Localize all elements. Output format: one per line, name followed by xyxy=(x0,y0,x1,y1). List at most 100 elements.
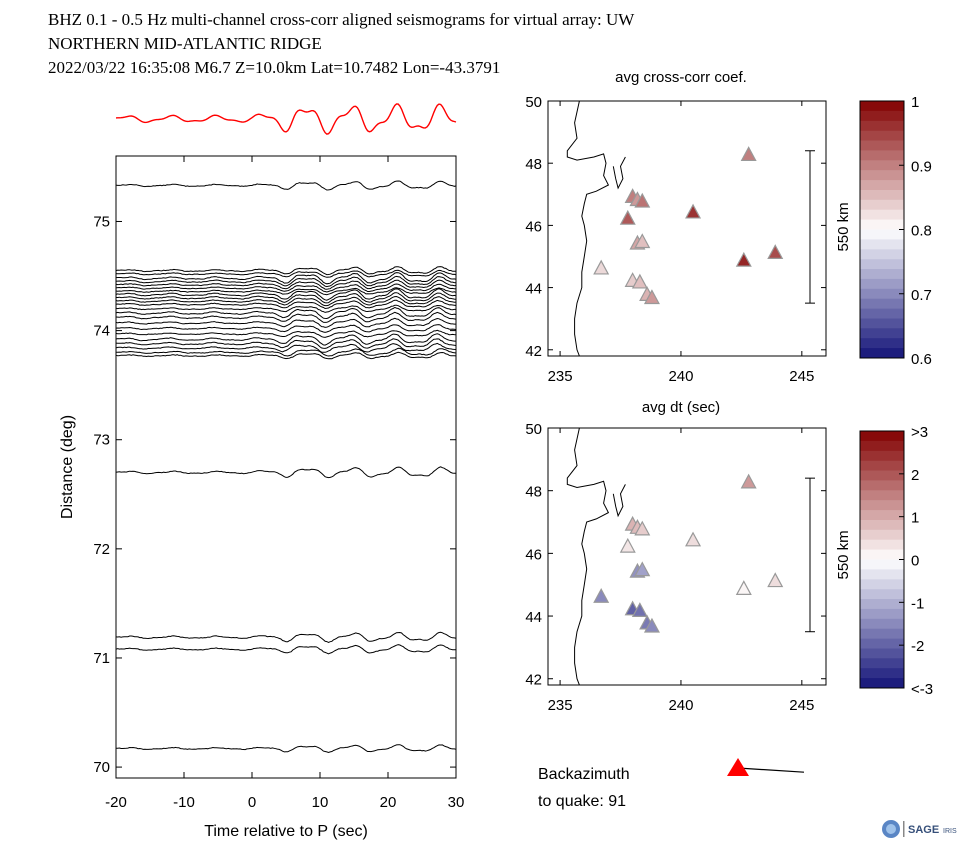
station-triangle xyxy=(634,561,651,577)
map-x-tick-label: 235 xyxy=(548,368,573,385)
colorbar-segment xyxy=(860,190,904,201)
scale-label: 550 km xyxy=(835,530,852,579)
puget-sound-outline xyxy=(612,484,626,518)
y-tick-label: 74 xyxy=(93,323,110,340)
seismogram-trace xyxy=(115,333,456,346)
colorbar-segment xyxy=(860,648,904,659)
colorbar-segment xyxy=(860,229,904,240)
map-y-tick-label: 46 xyxy=(525,218,542,235)
colorbar-segment xyxy=(860,490,904,501)
map-frame xyxy=(547,427,827,686)
station-triangle xyxy=(634,520,651,536)
station-triangle xyxy=(631,602,648,617)
colorbar-segment xyxy=(860,510,904,521)
stacked-trace xyxy=(115,103,457,135)
logo-text-small: IRIS xyxy=(943,828,957,835)
seismogram-trace xyxy=(116,292,457,304)
map-title: avg cross-corr coef. xyxy=(615,69,747,86)
colorbar-segment xyxy=(860,589,904,600)
y-axis-label: Distance (deg) xyxy=(59,415,76,519)
station-triangle xyxy=(767,244,784,259)
logo-text: SAGE xyxy=(908,824,939,836)
colorbar-segment xyxy=(860,150,904,161)
seismogram-trace xyxy=(115,644,456,655)
colorbar-segment xyxy=(860,628,904,640)
map-y-tick-label: 42 xyxy=(525,672,542,689)
x-tick-label: 20 xyxy=(380,794,397,811)
header-line-3: 2022/03/22 16:35:08 M6.7 Z=10.0km Lat=10… xyxy=(48,58,501,77)
coastline xyxy=(566,427,610,686)
seismogram-trace xyxy=(115,306,457,320)
seismogram-trace xyxy=(115,288,457,301)
colorbar-segment xyxy=(860,259,904,270)
colorbar-tick-label: 1 xyxy=(911,94,919,111)
colorbar-tick-label: 0.8 xyxy=(911,223,932,240)
y-tick-label: 70 xyxy=(93,759,110,776)
colorbar-segment xyxy=(860,480,904,491)
colorbar-segment xyxy=(860,249,904,260)
map-y-tick-label: 42 xyxy=(525,343,542,360)
colorbar-segment xyxy=(860,608,904,620)
seismogram-trace xyxy=(115,287,457,296)
colorbar-tick-label: 1 xyxy=(911,510,919,527)
colorbar-tick-label: 0 xyxy=(911,553,919,570)
colorbar-segment xyxy=(860,599,904,610)
colorbar-segment xyxy=(860,579,904,590)
colorbar-segment xyxy=(860,180,904,191)
colorbar-segment xyxy=(860,450,904,462)
seismogram-trace xyxy=(115,342,457,353)
colorbar-segment xyxy=(860,160,904,171)
coastline xyxy=(566,100,610,357)
sage-iris-logo: SAGE IRIS xyxy=(881,817,961,841)
station-triangle xyxy=(593,259,610,275)
colorbar-segment xyxy=(860,569,904,580)
colorbar-segment xyxy=(860,348,904,359)
map-frame xyxy=(547,100,827,357)
y-tick-label: 73 xyxy=(93,432,110,449)
colorbar-tick-label: 2 xyxy=(911,467,919,484)
x-tick-label: -10 xyxy=(173,794,195,811)
colorbar-segment xyxy=(860,199,904,211)
map-x-tick-label: 245 xyxy=(789,697,814,714)
colorbar-segment xyxy=(860,520,904,531)
colorbar-segment xyxy=(860,278,904,290)
header-line-1: BHZ 0.1 - 0.5 Hz multi-channel cross-cor… xyxy=(48,10,635,29)
x-axis-label: Time relative to P (sec) xyxy=(204,823,368,840)
map-y-tick-label: 48 xyxy=(525,484,542,501)
seismogram-trace xyxy=(115,275,457,288)
station-triangle xyxy=(740,473,757,489)
colorbar-segment xyxy=(860,140,904,151)
colorbar-tick-label: 0.9 xyxy=(911,158,932,175)
station-triangle xyxy=(740,146,757,162)
colorbar-tick-label: 0.7 xyxy=(911,287,932,304)
seismogram-trace xyxy=(115,347,457,357)
seismogram-trace xyxy=(115,272,457,285)
backazimuth-direction-line xyxy=(737,767,805,773)
x-tick-label: 10 xyxy=(312,794,329,811)
header-line-2: NORTHERN MID-ATLANTIC RIDGE xyxy=(48,34,322,53)
station-triangle xyxy=(593,587,610,603)
x-tick-label: 0 xyxy=(248,794,256,811)
colorbar-segment xyxy=(860,269,904,280)
backazimuth-value: to quake: 91 xyxy=(538,793,626,810)
seismogram-trace xyxy=(115,279,457,290)
map-y-tick-label: 50 xyxy=(525,94,542,111)
colorbar-segment xyxy=(860,658,904,669)
seismogram-trace xyxy=(115,283,457,293)
station-triangle xyxy=(634,192,651,208)
colorbar-segment xyxy=(860,209,904,221)
colorbar-tick-label: >3 xyxy=(911,424,928,441)
map-x-tick-label: 245 xyxy=(789,368,814,385)
y-tick-label: 75 xyxy=(93,213,110,230)
map-x-tick-label: 240 xyxy=(668,368,693,385)
colorbar-segment xyxy=(860,440,904,452)
colorbar-segment xyxy=(860,110,904,122)
station-triangle xyxy=(643,289,660,305)
seismogram-trace xyxy=(115,466,457,479)
map-x-tick-label: 235 xyxy=(548,697,573,714)
seismogram-trace xyxy=(115,631,457,643)
seismogram-trace xyxy=(115,269,457,278)
logo-divider xyxy=(903,821,905,837)
